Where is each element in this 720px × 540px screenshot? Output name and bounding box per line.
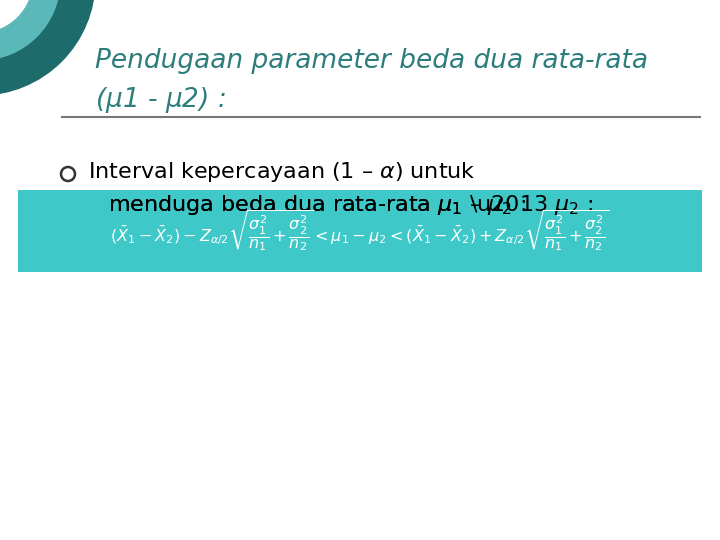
Circle shape	[0, 0, 32, 32]
Text: menduga beda dua rata-rata $\mu_1$ – $\mu_2$ :: menduga beda dua rata-rata $\mu_1$ – $\m…	[108, 193, 526, 217]
FancyBboxPatch shape	[18, 190, 702, 272]
Text: $(\bar{X}_1 - \bar{X}_2) - Z_{\alpha/2}\sqrt{\dfrac{\sigma_1^2}{n_1}+\dfrac{\sig: $(\bar{X}_1 - \bar{X}_2) - Z_{\alpha/2}\…	[110, 208, 610, 253]
Text: ($\mu$1 - $\mu$2) :: ($\mu$1 - $\mu$2) :	[95, 85, 226, 115]
Circle shape	[0, 0, 95, 95]
Text: menduga beda dua rata-rata $\mu_1$ \u2013 $\mu_2$ :: menduga beda dua rata-rata $\mu_1$ \u201…	[108, 193, 593, 217]
Text: Pendugaan parameter beda dua rata-rata: Pendugaan parameter beda dua rata-rata	[95, 48, 648, 74]
Circle shape	[0, 0, 60, 60]
Text: Interval kepercayaan (1 – $\alpha$) untuk: Interval kepercayaan (1 – $\alpha$) untu…	[88, 160, 476, 184]
